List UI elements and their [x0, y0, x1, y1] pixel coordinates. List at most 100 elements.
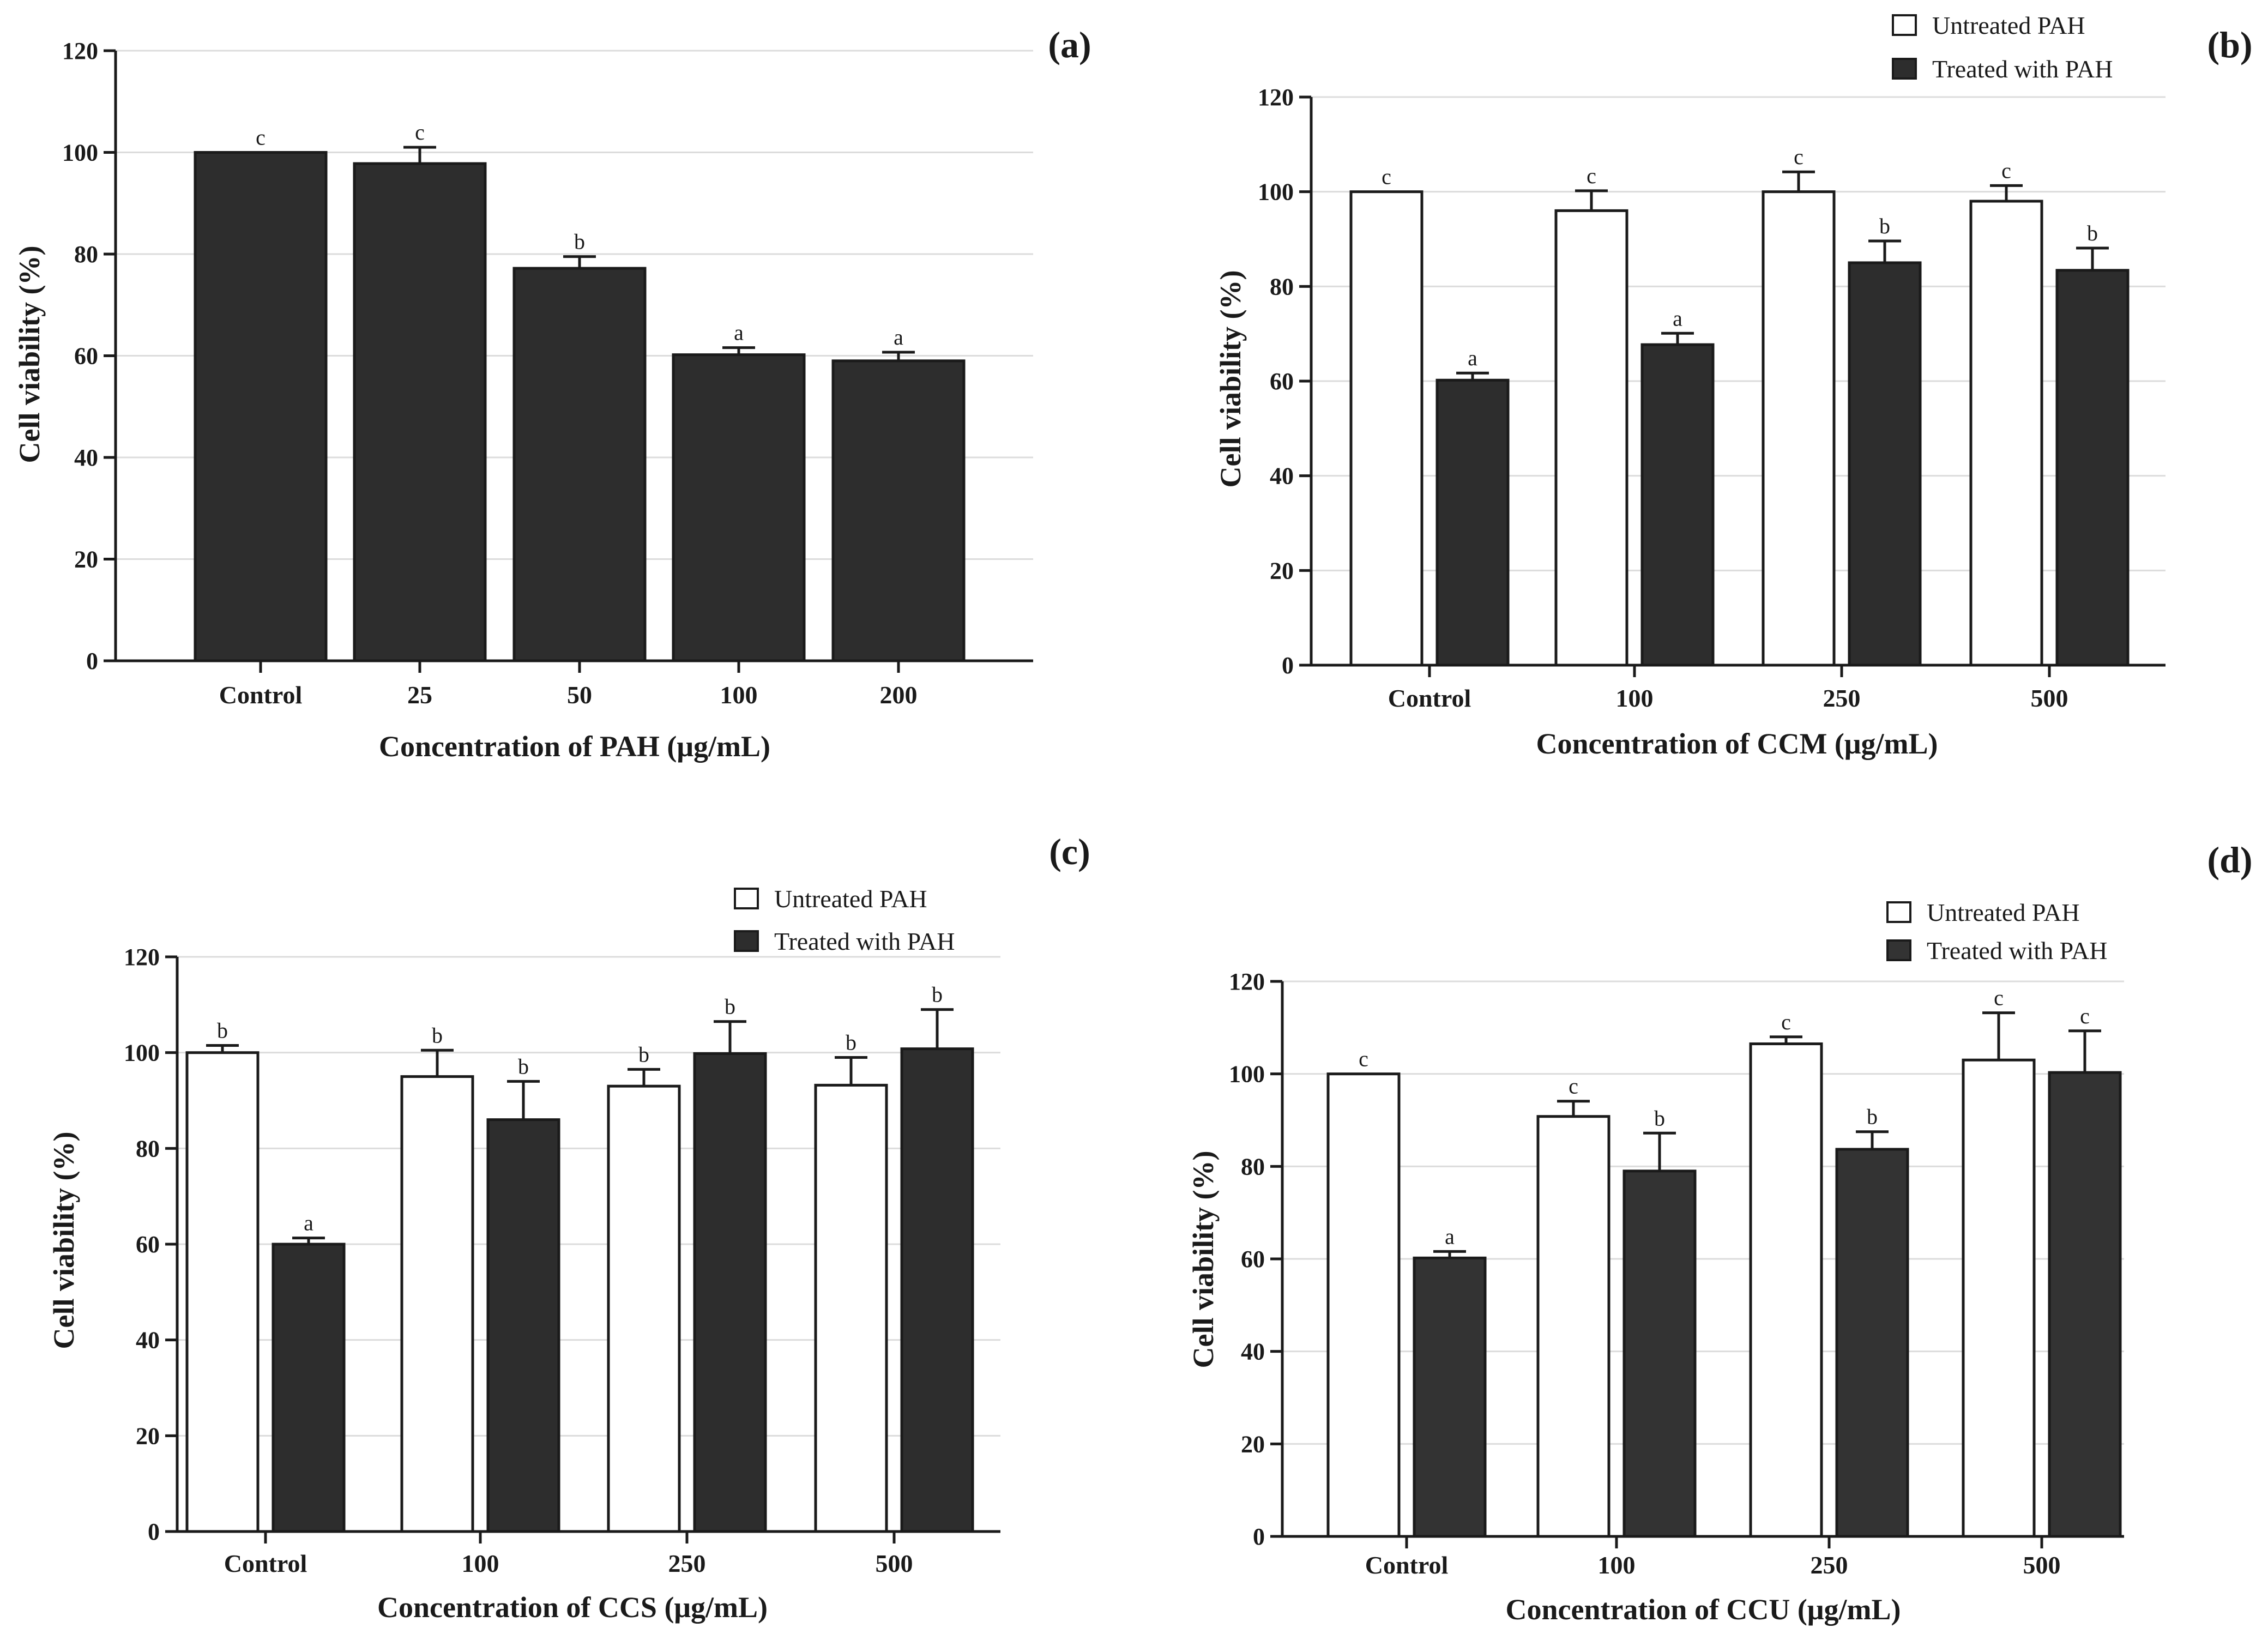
chart-panel-0: c c b a a 0 20 40 60 80 100 120 Control 25 50 100 200 Con…	[13, 24, 1091, 763]
significance-letter: c	[1569, 1074, 1578, 1099]
significance-letter: b	[2087, 221, 2098, 245]
x-tick-label: 250	[668, 1549, 706, 1577]
y-tick-label: 120	[62, 38, 98, 64]
bar	[1413, 1256, 1487, 1538]
bar	[607, 1084, 681, 1533]
bar	[400, 1075, 474, 1533]
significance-letter: c	[1781, 1010, 1791, 1034]
y-tick-label: 20	[74, 546, 98, 573]
y-tick-label: 80	[1270, 273, 1294, 300]
x-tick-label: Control	[1365, 1551, 1449, 1579]
legend-swatch	[1886, 939, 1911, 961]
panel-label: (d)	[2207, 839, 2252, 881]
bar	[194, 151, 328, 662]
significance-letter: c	[1994, 986, 2004, 1010]
y-tick-label: 80	[136, 1135, 160, 1162]
significance-letter: c	[415, 120, 425, 144]
bar	[672, 353, 806, 662]
x-tick-label: 50	[567, 681, 592, 709]
x-tick-label: 250	[1823, 684, 1861, 712]
y-tick-label: 40	[1270, 463, 1294, 490]
y-axis-label: Cell viability (%)	[1187, 1151, 1220, 1368]
legend-swatch	[734, 930, 759, 952]
significance-letter: b	[518, 1054, 529, 1078]
bar	[1349, 190, 1423, 667]
x-tick-label: 100	[720, 681, 758, 709]
y-tick-label: 80	[74, 241, 98, 268]
bar	[353, 162, 487, 662]
x-tick-label: 500	[876, 1549, 913, 1577]
legend-label: Untreated PAH	[1932, 11, 2085, 39]
bar	[814, 1083, 888, 1533]
significance-letter: a	[1445, 1224, 1455, 1249]
significance-letter: a	[894, 325, 903, 349]
y-tick-label: 0	[1253, 1523, 1265, 1550]
significance-letter: b	[217, 1018, 228, 1042]
x-tick-label: Control	[219, 681, 303, 709]
y-tick-label: 60	[1270, 368, 1294, 395]
panel-label: (b)	[2207, 24, 2252, 65]
legend: Untreated PAH Treated with PAH	[1892, 11, 2113, 83]
significance-letter: b	[432, 1023, 443, 1047]
bar	[693, 1052, 767, 1533]
significance-letter: c	[1794, 144, 1803, 169]
significance-letter: a	[1468, 346, 1477, 370]
bar	[1749, 1042, 1823, 1538]
y-tick-label: 0	[148, 1518, 160, 1545]
significance-letter: c	[1382, 165, 1391, 189]
bar	[1640, 343, 1715, 667]
bar	[900, 1047, 974, 1533]
x-tick-label: 25	[407, 681, 432, 709]
legend: Untreated PAH Treated with PAH	[734, 885, 955, 955]
y-tick-label: 100	[1229, 1061, 1265, 1088]
significance-letter: c	[1359, 1047, 1368, 1071]
legend: Untreated PAH Treated with PAH	[1886, 899, 2107, 964]
y-tick-label: 0	[86, 648, 98, 674]
x-tick-label: 100	[462, 1549, 499, 1577]
bar	[1554, 209, 1628, 667]
significance-letter: c	[2080, 1004, 2090, 1028]
bar	[831, 359, 966, 662]
bar	[486, 1118, 560, 1533]
bar	[185, 1051, 260, 1533]
y-tick-label: 120	[1229, 968, 1265, 995]
bar	[1622, 1169, 1697, 1538]
legend-label: Untreated PAH	[1927, 899, 2080, 926]
legend-label: Untreated PAH	[774, 885, 927, 913]
y-tick-label: 60	[136, 1231, 160, 1258]
y-axis-label: Cell viability (%)	[13, 246, 46, 463]
x-axis-label: Concentration of PAH (μg/mL)	[379, 730, 770, 763]
y-tick-label: 0	[1282, 652, 1294, 679]
significance-letter: a	[304, 1211, 313, 1235]
x-axis-label: Concentration of CCS (μg/mL)	[377, 1591, 768, 1624]
y-tick-label: 120	[1258, 84, 1294, 111]
significance-letter: c	[256, 125, 266, 150]
legend-swatch	[1892, 58, 1917, 80]
y-axis-label: Cell viability (%)	[1214, 270, 1247, 488]
legend-swatch	[1886, 901, 1911, 923]
panel-label: (a)	[1048, 24, 1091, 65]
significance-letter: a	[1673, 306, 1682, 330]
significance-letter: b	[638, 1042, 649, 1066]
bar	[1848, 261, 1922, 667]
significance-letter: b	[932, 982, 943, 1007]
y-tick-label: 60	[1241, 1246, 1265, 1273]
significance-letter: b	[1654, 1106, 1665, 1130]
y-tick-label: 100	[1258, 179, 1294, 206]
chart-panel-3: c c c c a b b c 0 20 40 60 80 100 120 Control 100 250 500 C…	[1187, 839, 2253, 1626]
x-tick-label: 100	[1616, 684, 1654, 712]
significance-letter: b	[574, 230, 585, 254]
x-axis-label: Concentration of CCM (μg/mL)	[1536, 727, 1938, 760]
legend-label: Treated with PAH	[1927, 937, 2107, 964]
x-axis-label: Concentration of CCU (μg/mL)	[1505, 1593, 1901, 1626]
y-tick-label: 40	[1241, 1338, 1265, 1365]
y-tick-label: 40	[136, 1327, 160, 1354]
x-tick-label: Control	[224, 1549, 307, 1577]
y-tick-label: 20	[1241, 1431, 1265, 1457]
significance-letter: b	[1879, 214, 1890, 238]
legend-label: Treated with PAH	[774, 927, 955, 955]
bar	[512, 267, 647, 662]
significance-letter: b	[1867, 1105, 1878, 1129]
bar	[1536, 1115, 1610, 1538]
